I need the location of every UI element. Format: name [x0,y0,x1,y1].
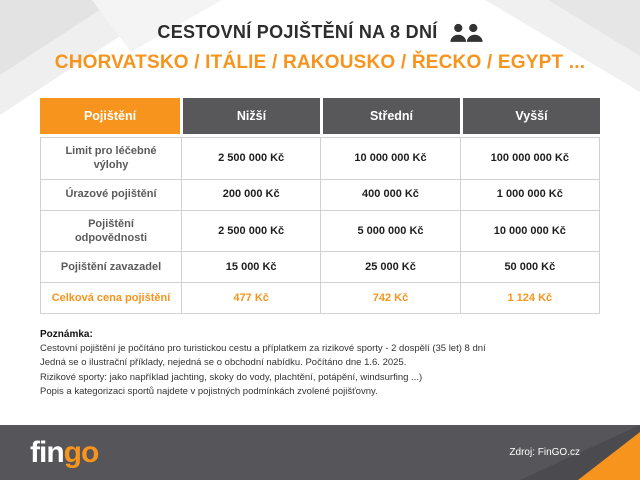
footer-bar: fingo Zdroj: FinGO.cz [0,425,640,480]
table-body: Limit pro léčebné výlohy 2 500 000 Kč 10… [40,137,600,315]
fingo-logo: fingo [30,435,100,469]
table-cell: 200 000 Kč [182,179,321,210]
table-cell: 2 500 000 Kč [182,138,321,179]
column-header-nizsi: Nižší [183,98,320,134]
note-line: Jedná se o ilustrační příklady, nejedná … [40,357,407,369]
note-line: Cestovní pojištění je počítáno pro turis… [40,343,486,355]
table-cell: 50 000 Kč [460,252,599,283]
table-cell-total-price: 477 Kč [182,283,321,314]
table-cell: 2 500 000 Kč [182,210,321,252]
table-cell: 25 000 Kč [321,252,460,283]
table-cell-total-price: 742 Kč [321,283,460,314]
row-label-limit-lecebne-vylohy: Limit pro léčebné výlohy [41,138,181,179]
column-header-pojisteni: Pojištění [40,98,180,134]
note-section: Poznámka: Cestovní pojištění je počítáno… [40,329,600,399]
note-line: Rizikové sporty: jako například jachting… [40,371,423,383]
row-label-pojisteni-odpovednosti: Pojištění odpovědnosti [41,210,181,252]
table-cell: 400 000 Kč [321,179,460,210]
row-label-celkova-cena: Celková cena pojištění [41,283,181,314]
fingo-logo-go: go [63,435,100,469]
row-label-pojisteni-zavazadel: Pojištění zavazadel [41,252,181,283]
table-cell: 5 000 000 Kč [321,210,460,252]
table-cell-total-price: 1 124 Kč [460,283,599,314]
two-people-icon [447,23,483,42]
page-subtitle: CHORVATSKO / ITÁLIE / RAKOUSKO / ŘECKO /… [54,52,586,73]
table-cell: 15 000 Kč [182,252,321,283]
row-label-urazove-pojisteni: Úrazové pojištění [41,179,181,210]
fingo-logo-fin: fin [30,435,65,469]
source-credit: Zdroj: FinGO.cz [509,447,580,458]
table-cell: 1 000 000 Kč [460,179,599,210]
table-cell: 10 000 000 Kč [321,138,460,179]
note-heading: Poznámka: [40,329,93,341]
column-header-stredni: Střední [323,98,460,134]
column-header-vyssi: Vyšší [463,98,600,134]
page-title: CESTOVNÍ POJIŠTĚNÍ NA 8 DNÍ [157,22,438,42]
insurance-table: Pojištění Nižší Střední Vyšší Limit pro … [40,98,600,315]
table-cell: 10 000 000 Kč [460,210,599,252]
table-cell: 100 000 000 Kč [460,138,599,179]
note-line: Popis a kategorizaci sportů najdete v po… [40,385,378,397]
header: CESTOVNÍ POJIŠTĚNÍ NA 8 DNÍ [0,0,640,43]
table-header-row: Pojištění Nižší Střední Vyšší [40,98,600,134]
